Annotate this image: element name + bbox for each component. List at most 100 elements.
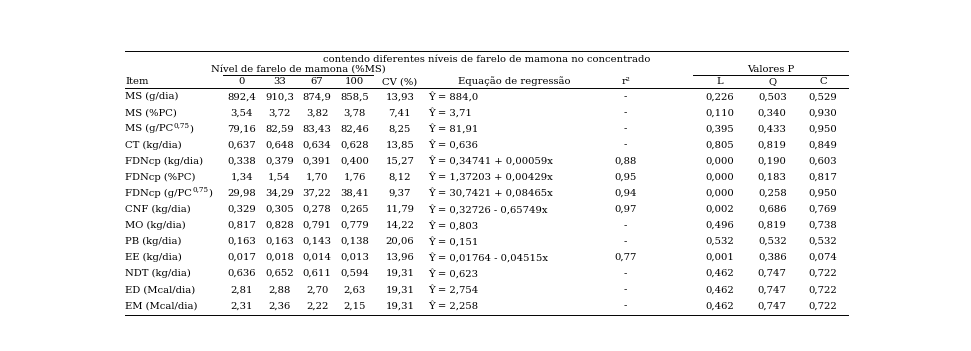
Text: 7,41: 7,41 [388, 108, 411, 117]
Text: 15,27: 15,27 [385, 157, 415, 166]
Text: 0,594: 0,594 [340, 269, 369, 278]
Text: 0,305: 0,305 [265, 205, 294, 214]
Text: 2,81: 2,81 [230, 285, 253, 294]
Text: Valores P: Valores P [747, 65, 794, 74]
Text: 0,95: 0,95 [615, 173, 637, 181]
Text: 0,636: 0,636 [227, 269, 256, 278]
Text: 0,014: 0,014 [303, 253, 331, 262]
Text: EM (Mcal/dia): EM (Mcal/dia) [125, 301, 198, 310]
Text: r²: r² [621, 77, 630, 86]
Text: 0,747: 0,747 [758, 269, 787, 278]
Text: 0,462: 0,462 [705, 269, 734, 278]
Text: 0,503: 0,503 [758, 92, 787, 101]
Text: 0,817: 0,817 [227, 221, 256, 230]
Text: -: - [624, 140, 627, 150]
Text: 38,41: 38,41 [340, 189, 369, 198]
Text: 0,163: 0,163 [227, 237, 256, 246]
Text: 0,529: 0,529 [809, 92, 837, 101]
Text: 0,000: 0,000 [705, 189, 734, 198]
Text: 0: 0 [239, 77, 245, 86]
Text: 0,190: 0,190 [758, 157, 787, 166]
Text: 0,462: 0,462 [705, 301, 734, 310]
Text: 79,16: 79,16 [227, 124, 256, 133]
Text: 19,31: 19,31 [385, 301, 415, 310]
Text: 0,433: 0,433 [758, 124, 787, 133]
Text: 874,9: 874,9 [303, 92, 331, 101]
Text: 2,88: 2,88 [268, 285, 290, 294]
Text: Ŷ = 0,623: Ŷ = 0,623 [428, 269, 479, 278]
Text: PB (kg/dia): PB (kg/dia) [125, 237, 182, 246]
Text: 0,722: 0,722 [809, 301, 837, 310]
Text: 8,12: 8,12 [388, 173, 411, 181]
Text: 0,94: 0,94 [615, 189, 637, 198]
Text: 0,819: 0,819 [758, 140, 787, 150]
Text: 0,532: 0,532 [705, 237, 734, 246]
Text: 100: 100 [345, 77, 364, 86]
Text: 0,817: 0,817 [809, 173, 838, 181]
Text: 0,88: 0,88 [615, 157, 637, 166]
Text: 0,950: 0,950 [809, 189, 837, 198]
Text: MO (kg/dia): MO (kg/dia) [125, 221, 185, 230]
Text: 82,59: 82,59 [265, 124, 294, 133]
Text: 0,930: 0,930 [809, 108, 837, 117]
Text: 2,31: 2,31 [230, 301, 253, 310]
Text: Ŷ = 884,0: Ŷ = 884,0 [428, 92, 479, 102]
Text: 37,22: 37,22 [303, 189, 331, 198]
Text: 0,013: 0,013 [340, 253, 369, 262]
Text: 0,000: 0,000 [705, 173, 734, 181]
Text: 0,183: 0,183 [758, 173, 787, 181]
Text: 0,722: 0,722 [809, 269, 837, 278]
Text: 8,25: 8,25 [388, 124, 411, 133]
Text: -: - [624, 221, 627, 230]
Text: 858,5: 858,5 [340, 92, 369, 101]
Text: 0,791: 0,791 [303, 221, 331, 230]
Text: L: L [717, 77, 723, 86]
Text: CT (kg/dia): CT (kg/dia) [125, 140, 182, 150]
Text: 0,278: 0,278 [303, 205, 331, 214]
Text: 0,018: 0,018 [265, 253, 294, 262]
Text: 82,46: 82,46 [340, 124, 369, 133]
Text: 0,143: 0,143 [303, 237, 331, 246]
Text: Ŷ = 0,151: Ŷ = 0,151 [428, 237, 479, 246]
Text: 67: 67 [311, 77, 323, 86]
Text: 1,34: 1,34 [230, 173, 253, 181]
Text: 0,002: 0,002 [705, 205, 734, 214]
Text: 1,54: 1,54 [268, 173, 290, 181]
Text: 0,779: 0,779 [340, 221, 369, 230]
Text: 0,819: 0,819 [758, 221, 787, 230]
Text: 0,340: 0,340 [758, 108, 787, 117]
Text: 0,386: 0,386 [758, 253, 787, 262]
Text: 0,75: 0,75 [174, 121, 189, 129]
Text: 0,391: 0,391 [303, 157, 331, 166]
Text: 3,78: 3,78 [344, 108, 366, 117]
Text: 0,400: 0,400 [340, 157, 369, 166]
Text: 0,074: 0,074 [809, 253, 838, 262]
Text: CV (%): CV (%) [383, 77, 418, 86]
Text: 14,22: 14,22 [385, 221, 415, 230]
Text: 892,4: 892,4 [227, 92, 256, 101]
Text: 1,70: 1,70 [306, 173, 328, 181]
Text: -: - [624, 92, 627, 101]
Text: 19,31: 19,31 [385, 285, 415, 294]
Text: Ŷ = 2,258: Ŷ = 2,258 [428, 301, 479, 311]
Text: 910,3: 910,3 [265, 92, 294, 101]
Text: 0,97: 0,97 [615, 205, 637, 214]
Text: 0,226: 0,226 [705, 92, 734, 101]
Text: 0,395: 0,395 [705, 124, 734, 133]
Text: 0,950: 0,950 [809, 124, 837, 133]
Text: 1,76: 1,76 [344, 173, 366, 181]
Text: Ŷ = 1,37203 + 0,00429x: Ŷ = 1,37203 + 0,00429x [428, 172, 553, 182]
Text: MS (g/PC: MS (g/PC [125, 124, 174, 133]
Text: 0,769: 0,769 [809, 205, 837, 214]
Text: 0,110: 0,110 [705, 108, 734, 117]
Text: 0,462: 0,462 [705, 285, 734, 294]
Text: 0,329: 0,329 [227, 205, 256, 214]
Text: 2,22: 2,22 [306, 301, 328, 310]
Text: 0,496: 0,496 [705, 221, 734, 230]
Text: 20,06: 20,06 [385, 237, 414, 246]
Text: 9,37: 9,37 [388, 189, 411, 198]
Text: 3,54: 3,54 [230, 108, 253, 117]
Text: FDNcp (g/PC: FDNcp (g/PC [125, 188, 192, 198]
Text: 0,258: 0,258 [758, 189, 787, 198]
Text: 0,001: 0,001 [705, 253, 734, 262]
